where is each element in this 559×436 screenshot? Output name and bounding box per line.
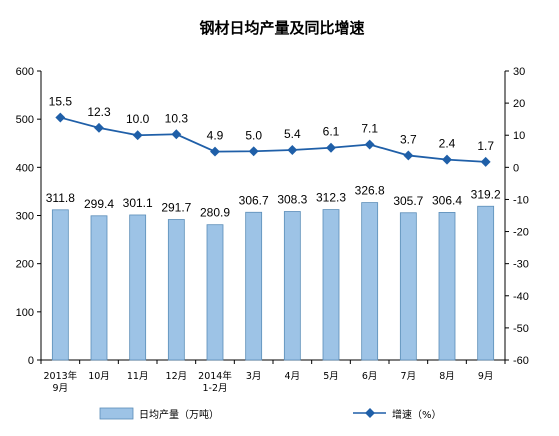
y-left-tick-label: 100 xyxy=(16,307,34,319)
line-value-label: 3.7 xyxy=(400,132,417,146)
bar xyxy=(477,205,495,361)
y-right-tick-label: -30 xyxy=(513,259,529,271)
legend: 日均产量（万吨） 增速（%） xyxy=(99,407,442,421)
bar xyxy=(438,212,456,361)
line-value-label: 7.1 xyxy=(361,122,378,136)
x-tick-label: 2014年 xyxy=(198,370,232,382)
line-value-label: 4.9 xyxy=(207,129,224,143)
bar-value-label: 301.1 xyxy=(123,196,153,210)
y-right-tick-label: 20 xyxy=(513,98,525,110)
x-tick-label: 10月 xyxy=(88,371,110,382)
y-left-tick-label: 600 xyxy=(16,66,34,78)
bar xyxy=(361,202,379,361)
line-value-label: 1.7 xyxy=(477,139,494,153)
y-left-tick-label: 200 xyxy=(16,259,34,271)
bar xyxy=(322,209,340,361)
x-tick-label: 1-2月 xyxy=(202,383,227,394)
legend-line-marker xyxy=(365,408,375,418)
legend-line-label: 增速（%） xyxy=(392,408,442,421)
line-value-label: 5.0 xyxy=(245,128,262,142)
y-right-tick-label: -60 xyxy=(513,355,529,367)
line-point xyxy=(326,142,336,153)
line-value-label: 6.1 xyxy=(323,125,340,139)
bar-value-label: 306.7 xyxy=(239,193,269,207)
line-point xyxy=(480,156,491,167)
y-left-tick-label: 500 xyxy=(16,114,34,126)
bar-value-label: 305.7 xyxy=(393,194,423,208)
line-value-label: 5.4 xyxy=(284,127,301,141)
bar xyxy=(399,212,417,361)
bar xyxy=(90,215,108,361)
bar xyxy=(51,209,69,361)
x-tick-label: 5月 xyxy=(323,371,339,382)
line-point xyxy=(132,130,143,141)
y-right-tick-label: -40 xyxy=(513,291,529,303)
bar xyxy=(283,211,301,361)
x-tick-label: 9月 xyxy=(53,383,69,394)
y-right-tick-label: -50 xyxy=(513,323,529,335)
line-value-label: 10.3 xyxy=(165,111,189,125)
x-tick-label: 11月 xyxy=(127,371,149,382)
bar xyxy=(167,219,185,361)
bar xyxy=(206,224,224,361)
bar-value-label: 299.4 xyxy=(84,197,114,211)
legend-bar-swatch xyxy=(99,407,134,420)
x-tick-label: 9月 xyxy=(478,371,494,382)
y-right-tick-label: -20 xyxy=(513,227,529,239)
x-tick-label: 6月 xyxy=(362,371,378,382)
y-right-tick-label: 0 xyxy=(513,162,519,174)
y-left-tick-label: 0 xyxy=(28,355,34,367)
y-right-tick-label: -10 xyxy=(513,194,529,206)
x-tick-label: 12月 xyxy=(166,371,188,382)
y-right-tick-label: 10 xyxy=(513,130,525,142)
bar-value-label: 312.3 xyxy=(316,191,346,205)
bars xyxy=(51,202,495,361)
bar-value-label: 319.2 xyxy=(471,187,501,201)
chart-title: 钢材日均产量及同比增速 xyxy=(199,19,364,37)
growth-line xyxy=(60,116,486,163)
line-point xyxy=(287,145,298,155)
bar-value-label: 306.4 xyxy=(432,193,462,207)
line-point xyxy=(171,129,182,140)
line-point xyxy=(55,112,66,123)
x-tick-label: 8月 xyxy=(439,371,455,382)
bar-value-label: 280.9 xyxy=(200,206,230,220)
legend-bar-label: 日均产量（万吨） xyxy=(139,408,219,421)
line-value-label: 2.4 xyxy=(439,137,456,151)
x-tick-label: 2013年 xyxy=(43,370,77,382)
line-point xyxy=(442,154,452,165)
axes: 0 100 200 300 400 500 600 -60 -50 -40 -30 -20 -10 0 10… xyxy=(16,66,529,394)
line-value-label: 10.0 xyxy=(126,112,150,126)
bar xyxy=(129,214,147,361)
x-tick-label: 4月 xyxy=(285,371,301,382)
y-left-tick-label: 400 xyxy=(16,162,34,174)
line-point xyxy=(248,146,259,157)
line-point xyxy=(403,150,414,161)
bar-value-label: 326.8 xyxy=(355,184,385,198)
line-series xyxy=(55,112,491,167)
bar xyxy=(245,211,263,361)
line-point xyxy=(94,122,104,133)
line-point xyxy=(364,139,375,150)
y-right-tick-label: 30 xyxy=(513,66,525,78)
bar-value-label: 308.3 xyxy=(277,193,307,207)
x-tick-label: 7月 xyxy=(401,371,417,382)
data-labels: 311.8 299.4 301.1 291.7 280.9 306.7 308.3 312.3… xyxy=(46,95,501,220)
line-point xyxy=(210,146,220,157)
bar-value-label: 291.7 xyxy=(161,200,191,214)
bar-value-label: 311.8 xyxy=(46,191,75,205)
y-left-tick-label: 300 xyxy=(16,211,34,223)
line-value-label: 15.5 xyxy=(49,95,73,109)
line-value-label: 12.3 xyxy=(87,105,111,119)
x-tick-label: 3月 xyxy=(246,371,262,382)
